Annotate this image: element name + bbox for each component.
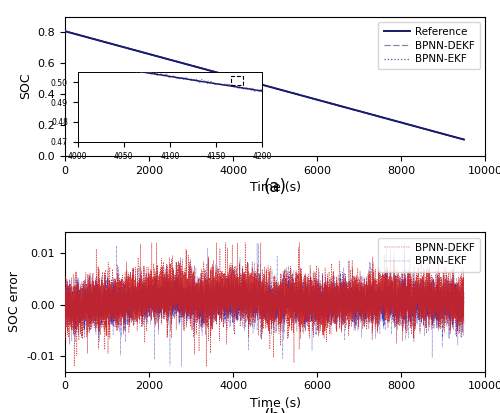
X-axis label: Time (s): Time (s) (250, 397, 300, 410)
BPNN-EKF (461, 137, 467, 142)
BPNN-EKF (94, 37, 100, 42)
BPNN-DEKF (356, 109, 362, 114)
BPNN-DEKF (149, 240, 155, 245)
Reference (257, 82, 263, 87)
Line: BPNN-EKF: BPNN-EKF (65, 31, 464, 140)
BPNN-EKF (62, 292, 68, 297)
Title: (b): (b) (264, 408, 286, 413)
Legend: BPNN-DEKF, BPNN-EKF: BPNN-DEKF, BPNN-EKF (378, 237, 480, 272)
BPNN-EKF (402, 240, 407, 245)
BPNN-DEKF (71, 364, 77, 369)
BPNN-EKF (94, 284, 100, 289)
Title: (a): (a) (264, 178, 286, 196)
BPNN-DEKF (62, 28, 68, 33)
BPNN-DEKF (461, 323, 467, 328)
Reference (156, 54, 162, 59)
Y-axis label: SOC: SOC (19, 73, 32, 100)
BPNN-DEKF (121, 319, 127, 324)
BPNN-EKF (156, 290, 162, 294)
BPNN-EKF (356, 109, 362, 114)
BPNN-DEKF (257, 299, 263, 304)
Line: BPNN-EKF: BPNN-EKF (65, 243, 464, 367)
BPNN-DEKF (62, 290, 68, 295)
BPNN-DEKF (398, 120, 404, 125)
BPNN-DEKF (461, 137, 467, 142)
BPNN-EKF (257, 292, 263, 297)
Line: Reference: Reference (65, 31, 464, 140)
Reference (62, 29, 68, 34)
BPNN-DEKF (156, 54, 162, 59)
X-axis label: Time (s): Time (s) (250, 181, 300, 194)
Reference (94, 37, 100, 42)
Reference (356, 109, 362, 114)
Line: BPNN-DEKF: BPNN-DEKF (65, 243, 464, 367)
BPNN-EKF (398, 120, 404, 125)
BPNN-EKF (461, 137, 467, 142)
BPNN-EKF (121, 286, 127, 291)
BPNN-DEKF (356, 326, 362, 331)
Legend: Reference, BPNN-DEKF, BPNN-EKF: Reference, BPNN-DEKF, BPNN-EKF (378, 22, 480, 69)
BPNN-DEKF (94, 37, 100, 42)
BPNN-DEKF (398, 301, 404, 306)
BPNN-DEKF (62, 28, 68, 33)
Line: BPNN-DEKF: BPNN-DEKF (65, 31, 464, 140)
Reference (121, 45, 127, 50)
Reference (398, 120, 404, 125)
BPNN-EKF (257, 82, 263, 87)
Y-axis label: SOC error: SOC error (8, 272, 21, 332)
Reference (461, 137, 467, 142)
BPNN-EKF (178, 364, 184, 369)
BPNN-EKF (461, 302, 467, 307)
BPNN-EKF (62, 28, 68, 33)
BPNN-EKF (156, 54, 162, 59)
BPNN-DEKF (121, 45, 127, 50)
BPNN-DEKF (94, 317, 100, 322)
BPNN-EKF (121, 45, 127, 50)
BPNN-DEKF (156, 298, 162, 303)
BPNN-EKF (356, 300, 362, 305)
BPNN-DEKF (257, 82, 263, 87)
BPNN-EKF (398, 284, 404, 289)
